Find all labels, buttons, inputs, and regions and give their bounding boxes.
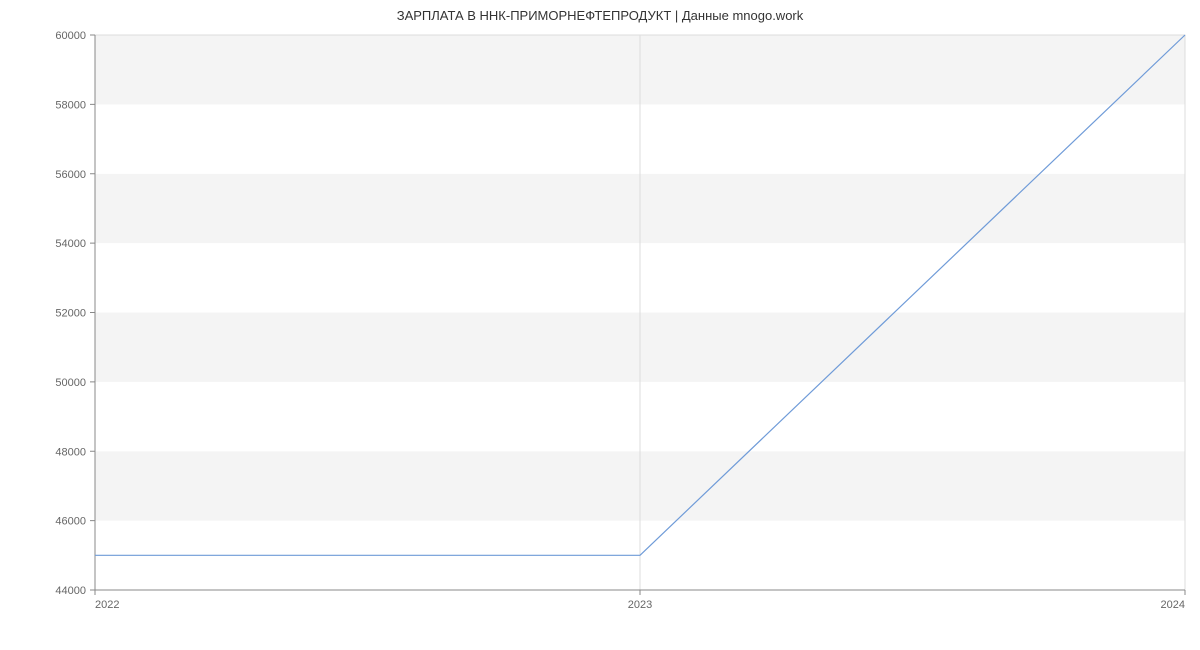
y-tick-label: 56000	[55, 169, 86, 181]
y-tick-label: 54000	[55, 238, 86, 250]
chart-title: ЗАРПЛАТА В ННК-ПРИМОРНЕФТЕПРОДУКТ | Данн…	[0, 8, 1200, 23]
salary-line-chart: ЗАРПЛАТА В ННК-ПРИМОРНЕФТЕПРОДУКТ | Данн…	[0, 0, 1200, 650]
y-tick-label: 50000	[55, 377, 86, 389]
y-tick-label: 48000	[55, 446, 86, 458]
x-tick-label: 2024	[1161, 599, 1185, 611]
y-tick-label: 52000	[55, 308, 86, 320]
y-tick-label: 58000	[55, 99, 86, 111]
chart-svg: 44000 46000 48000 50000 52000 54000 56000 58000…	[0, 0, 1200, 650]
x-tick-label: 2023	[628, 599, 652, 611]
y-tick-label: 60000	[55, 30, 86, 42]
y-tick-label: 46000	[55, 516, 86, 528]
y-tick-label: 44000	[55, 585, 86, 597]
x-tick-label: 2022	[95, 599, 119, 611]
